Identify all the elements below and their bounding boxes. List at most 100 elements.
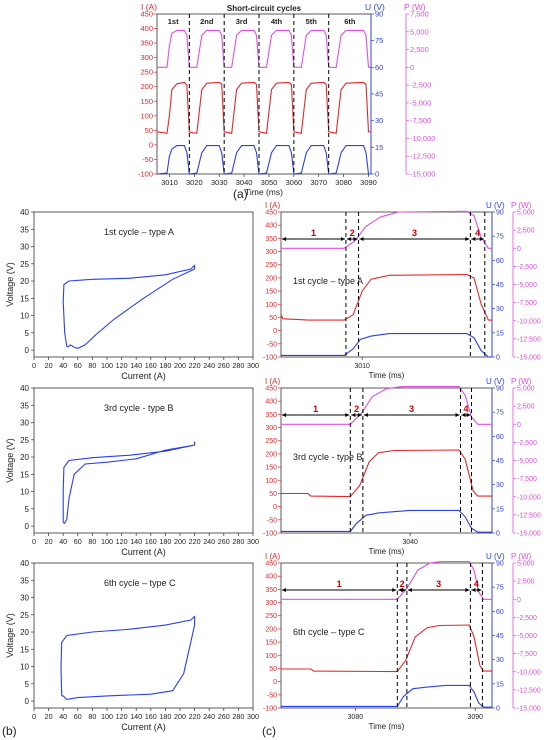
c3-x-tick-label: 3080 — [348, 714, 364, 721]
c2-u-tick-label: 30 — [496, 482, 504, 489]
c3-u-tick-label: 45 — [496, 633, 504, 640]
c2-i-tick-label: 350 — [265, 412, 277, 419]
c3-i-tick-label: -50 — [267, 692, 277, 699]
c3-u-tick-label: 60 — [496, 609, 504, 616]
c2-i-tick-label: 200 — [265, 451, 277, 458]
b1-x-tick-label: 80 — [88, 361, 96, 370]
c3-p-tick-label: 0 — [517, 597, 521, 604]
b1-x-tick-label: 120 — [116, 361, 128, 370]
b1-x-tick-label: 240 — [203, 361, 215, 370]
a-cycle-label: 5th — [306, 17, 318, 26]
c1-i-tick-label: -100 — [263, 355, 277, 362]
c2-i-tick-label: 50 — [269, 491, 277, 498]
c2-u-tick-label: 15 — [496, 506, 504, 513]
c3-u-tick-label: 0 — [496, 706, 500, 713]
c2-series-left — [281, 449, 492, 498]
c2-phase-label: 2 — [354, 404, 359, 414]
a-p-tick-label: 2,500 — [410, 45, 429, 54]
c3-phase-arrowhead-right — [392, 588, 397, 592]
b3-y-axis-label: Voltage (V) — [5, 613, 15, 658]
c3-p-tick-label: 5,000 — [517, 561, 535, 568]
a-p-tick-label: -5,000 — [410, 98, 431, 107]
b1-y-tick-label: 35 — [20, 225, 29, 234]
a-u-tick-label: 15 — [375, 143, 383, 152]
c1-phase-label: 2 — [350, 228, 355, 238]
b2-x-tick-label: 100 — [101, 537, 113, 546]
b2-x-tick-label: 140 — [130, 537, 142, 546]
a-x-axis-label: Time (ms) — [245, 187, 283, 197]
c3-phase-label: 4 — [474, 579, 479, 589]
b2-plot-frame — [33, 387, 254, 534]
c2-phase-label: 4 — [464, 404, 469, 414]
b2-iv-curve — [62, 441, 196, 525]
c3-series-right_p — [281, 560, 492, 600]
a-cycle-label: 4th — [271, 17, 283, 26]
a-series-left — [156, 81, 372, 134]
b2-x-tick-label: 0 — [32, 537, 36, 546]
c3-p-tick-label: -5,000 — [517, 633, 537, 640]
c3-phase-arrowhead-right — [465, 588, 470, 592]
c1-series-left — [280, 273, 492, 321]
b2-annotation: 3rd cycle - type B — [104, 403, 174, 413]
c2-x-tick-label: 3040 — [402, 539, 418, 546]
a-cycle-label: 1st — [168, 17, 179, 26]
c1-p-tick-label: 5,000 — [517, 210, 535, 217]
c2-i-tick-label: -50 — [267, 517, 277, 524]
c3-phase-arrowhead-left — [282, 588, 286, 592]
b1-y-tick-label: 25 — [20, 260, 29, 269]
c2-u-tick-label: 45 — [496, 458, 504, 465]
c2-phase-arrowhead-left — [351, 413, 356, 417]
a-i-tick-label: -100 — [138, 170, 153, 179]
a-x-tick-label: 3080 — [335, 178, 352, 187]
c3-x-axis-label: Time (ms) — [369, 722, 405, 731]
c3-i-tick-label: 0 — [273, 679, 277, 686]
c2-series-right_p — [281, 386, 492, 425]
panel-label-b: (b) — [2, 724, 17, 738]
b1-y-tick-label: 5 — [25, 329, 30, 338]
c2-u-tick-label: 90 — [496, 386, 504, 393]
c3-i-tick-label: 150 — [265, 640, 277, 647]
b3-annotation: 6th cycle – type C — [104, 578, 176, 588]
b3-y-tick-label: 40 — [20, 559, 29, 568]
c3-phase-label: 2 — [400, 579, 405, 589]
c3-i-tick-label: 450 — [265, 561, 277, 568]
b2-y-tick-label: 10 — [20, 488, 29, 497]
b3-y-tick-label: 15 — [20, 645, 29, 654]
a-x-tick-label: 3070 — [310, 178, 327, 187]
b1-plot-frame — [33, 211, 254, 358]
panel-label-c: (c) — [262, 724, 276, 738]
a-p-tick-label: -2,500 — [410, 81, 431, 90]
c3-phase-arrowhead-right — [477, 588, 482, 592]
b2-x-axis-label: Current (A) — [121, 547, 166, 557]
c2-i-axis-label: I (A) — [265, 377, 280, 386]
b2-y-tick-label: 40 — [20, 384, 29, 393]
c3-phase-arrowhead-right — [401, 588, 406, 592]
c3-u-tick-label: 15 — [496, 681, 504, 688]
c2-u-tick-label: 75 — [496, 410, 504, 417]
c1-p-tick-label: -7,500 — [517, 300, 537, 307]
b1-x-tick-label: 40 — [59, 361, 67, 370]
a-cycle-label: 3rd — [236, 17, 248, 26]
c2-phase-arrowhead-right — [466, 413, 471, 417]
b3-x-axis-label: Current (A) — [121, 722, 166, 732]
c2-phase-arrowhead-left — [461, 413, 466, 417]
a-p-tick-label: -12,500 — [410, 152, 435, 161]
c1-phase-arrowhead-left — [282, 237, 286, 241]
c2-u-axis-label: U (V) — [486, 377, 505, 386]
c1-phase-arrowhead-right — [340, 237, 345, 241]
c3-p-tick-label: -10,000 — [517, 669, 541, 676]
c1-phase-arrowhead-right — [465, 237, 470, 241]
a-series-right_u — [156, 145, 371, 175]
c3-p-tick-label: 2,500 — [517, 579, 535, 586]
a-title: Short-circuit cycles — [227, 4, 302, 13]
a-p-tick-label: -10,000 — [410, 134, 435, 143]
c1-i-tick-label: 150 — [265, 289, 277, 296]
c1-u-tick-label: 75 — [496, 234, 504, 241]
b3-x-tick-label: 260 — [218, 712, 230, 721]
b1-x-axis-label: Current (A) — [121, 371, 166, 381]
c3-i-tick-label: 350 — [265, 587, 277, 594]
b3-y-tick-label: 35 — [20, 576, 29, 585]
c1-x-axis-label: Time (ms) — [369, 371, 405, 380]
a-cycle-label: 6th — [344, 17, 356, 26]
